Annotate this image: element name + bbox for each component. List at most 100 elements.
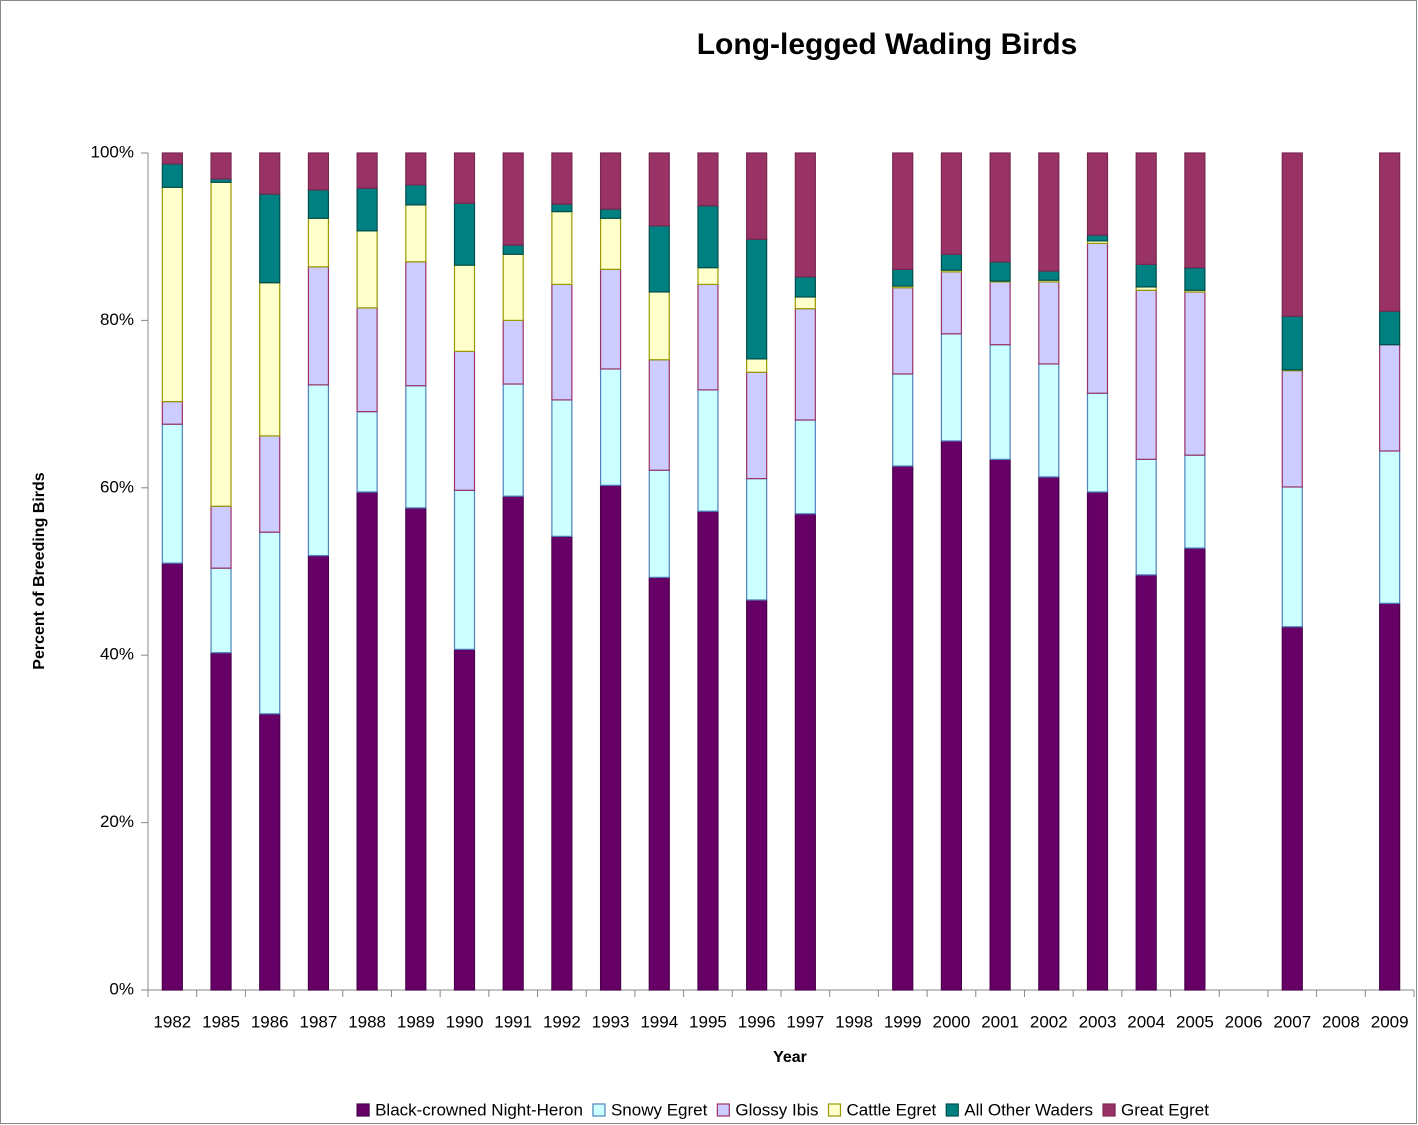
bar-segment bbox=[1086, 242, 1109, 394]
bar-segment bbox=[259, 193, 281, 284]
bar-segment bbox=[940, 271, 963, 335]
bar-segment bbox=[210, 652, 232, 991]
x-tick-label: 1989 bbox=[397, 1012, 435, 1031]
x-tick-label: 1999 bbox=[884, 1012, 922, 1031]
bar-segment bbox=[697, 389, 719, 512]
bar-segment bbox=[551, 399, 573, 537]
x-tick-label: 1993 bbox=[592, 1012, 630, 1031]
y-tick-label: 0% bbox=[109, 979, 134, 998]
x-tick-label: 2008 bbox=[1322, 1012, 1360, 1031]
legend-swatch bbox=[1102, 1103, 1116, 1117]
bar-segment bbox=[1038, 152, 1060, 272]
bar-segment bbox=[648, 152, 670, 227]
y-tick-label: 60% bbox=[100, 477, 134, 496]
bar-segment bbox=[1184, 267, 1206, 291]
bar-segment bbox=[161, 163, 183, 188]
x-tick-label: 2000 bbox=[933, 1012, 971, 1031]
bar-segment bbox=[1379, 152, 1401, 312]
x-tick-label: 1992 bbox=[543, 1012, 581, 1031]
y-tick-label: 40% bbox=[100, 645, 134, 664]
legend-label: Great Egret bbox=[1121, 1100, 1209, 1119]
bar-segment bbox=[794, 513, 816, 991]
x-tick-label: 1991 bbox=[494, 1012, 532, 1031]
bar-segment bbox=[1281, 626, 1303, 991]
bar-segment bbox=[502, 383, 524, 497]
bar-segment bbox=[307, 384, 330, 557]
bar-segment bbox=[210, 181, 232, 507]
bar-segment bbox=[697, 510, 719, 991]
bar-segment bbox=[307, 189, 330, 219]
bar-segment bbox=[551, 210, 573, 286]
y-axis-label: Percent of Breeding Birds bbox=[31, 472, 48, 669]
bar-segment bbox=[1086, 491, 1109, 991]
bar-segment bbox=[405, 385, 427, 509]
bar-segment bbox=[794, 296, 816, 310]
bar-segment bbox=[940, 152, 963, 255]
bar-segment bbox=[405, 507, 427, 991]
bar-segment bbox=[940, 440, 963, 991]
bar-segment bbox=[1038, 281, 1060, 365]
bar-segment bbox=[453, 350, 476, 491]
bar-segment bbox=[453, 648, 476, 991]
legend-label: Snowy Egret bbox=[611, 1100, 708, 1119]
bar-segment bbox=[648, 359, 670, 471]
legend-label: Glossy Ibis bbox=[735, 1100, 818, 1119]
chart-title: Long-legged Wading Birds bbox=[697, 28, 1078, 61]
bar-segment bbox=[551, 283, 573, 401]
bar-segment bbox=[502, 495, 524, 991]
bar-segment bbox=[453, 489, 476, 650]
bar-segment bbox=[1135, 152, 1157, 265]
bar-segment bbox=[1379, 450, 1401, 604]
bar-segment bbox=[746, 358, 768, 373]
bar-segment bbox=[989, 261, 1011, 282]
bar-segment bbox=[892, 287, 914, 375]
bar-segment bbox=[551, 152, 573, 205]
x-tick-label: 1998 bbox=[835, 1012, 873, 1031]
bar-segment bbox=[1135, 574, 1157, 991]
bar-segment bbox=[307, 152, 330, 191]
bar-segment bbox=[1086, 152, 1109, 236]
bar-segment bbox=[940, 333, 963, 442]
bar-segment bbox=[453, 152, 476, 204]
bar-segment bbox=[259, 152, 281, 195]
bar-segment bbox=[1281, 315, 1303, 371]
bar-segment bbox=[259, 282, 281, 437]
bar-segment bbox=[1281, 370, 1303, 488]
bar-segment bbox=[405, 152, 427, 186]
bar-segment bbox=[794, 152, 816, 278]
legend-label: Cattle Egret bbox=[846, 1100, 936, 1119]
bar-segment bbox=[259, 713, 281, 991]
legend-label: Black-crowned Night-Heron bbox=[375, 1100, 583, 1119]
bar-segment bbox=[599, 268, 622, 370]
bar-segment bbox=[746, 371, 768, 480]
bar-segment bbox=[1184, 547, 1206, 991]
bar-segment bbox=[356, 307, 378, 413]
bar-segment bbox=[356, 411, 378, 493]
bar-segment bbox=[697, 152, 719, 207]
bar-segment bbox=[1135, 289, 1157, 460]
x-tick-label: 1987 bbox=[300, 1012, 338, 1031]
bar-segment bbox=[502, 244, 524, 255]
x-tick-label: 1986 bbox=[251, 1012, 289, 1031]
bar-segment bbox=[989, 344, 1011, 460]
bar-segment bbox=[989, 152, 1011, 263]
legend-swatch bbox=[945, 1103, 959, 1117]
bar-segment bbox=[161, 186, 183, 403]
bar-segment bbox=[599, 484, 622, 991]
bar-segment bbox=[746, 238, 768, 360]
bar-segment bbox=[210, 567, 232, 654]
bar-segment bbox=[1038, 476, 1060, 991]
bar-segment bbox=[989, 281, 1011, 346]
bar-segment bbox=[405, 261, 427, 387]
bar-segment bbox=[356, 152, 378, 189]
bar-segment bbox=[746, 152, 768, 240]
bar-segment bbox=[161, 400, 183, 425]
bar-segment bbox=[1281, 486, 1303, 628]
bar-segment bbox=[307, 217, 330, 268]
bar-segment bbox=[210, 505, 232, 569]
bar-segment bbox=[1379, 310, 1401, 346]
bar-segment bbox=[1038, 363, 1060, 478]
bar-segment bbox=[989, 458, 1011, 991]
